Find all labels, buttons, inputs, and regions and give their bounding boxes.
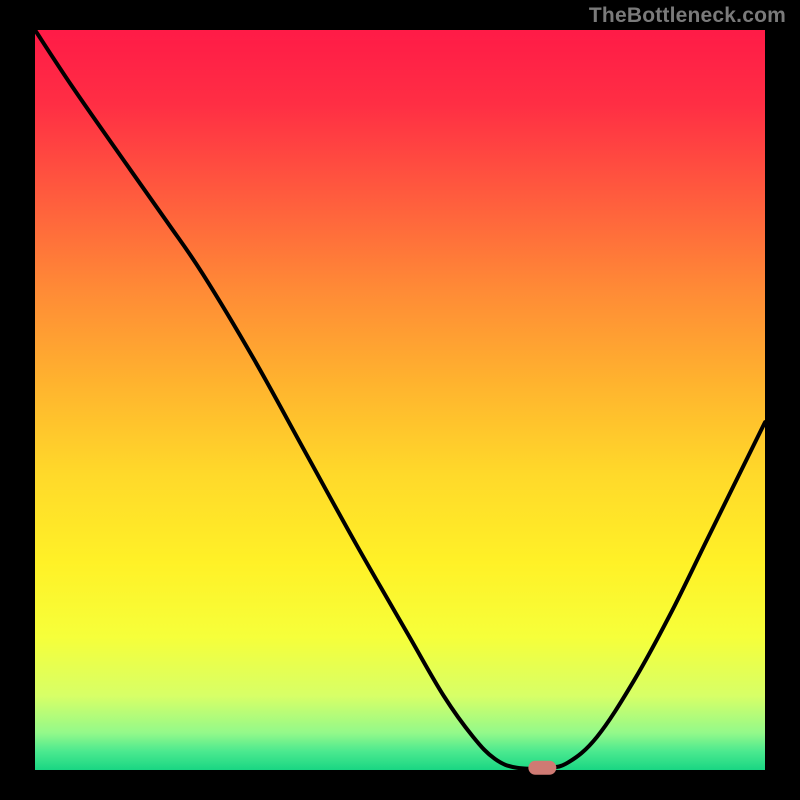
optimum-marker [528, 761, 556, 775]
watermark-text: TheBottleneck.com [589, 4, 786, 28]
chart-svg [0, 0, 800, 800]
chart-stage: TheBottleneck.com [0, 0, 800, 800]
plot-background [35, 30, 765, 770]
